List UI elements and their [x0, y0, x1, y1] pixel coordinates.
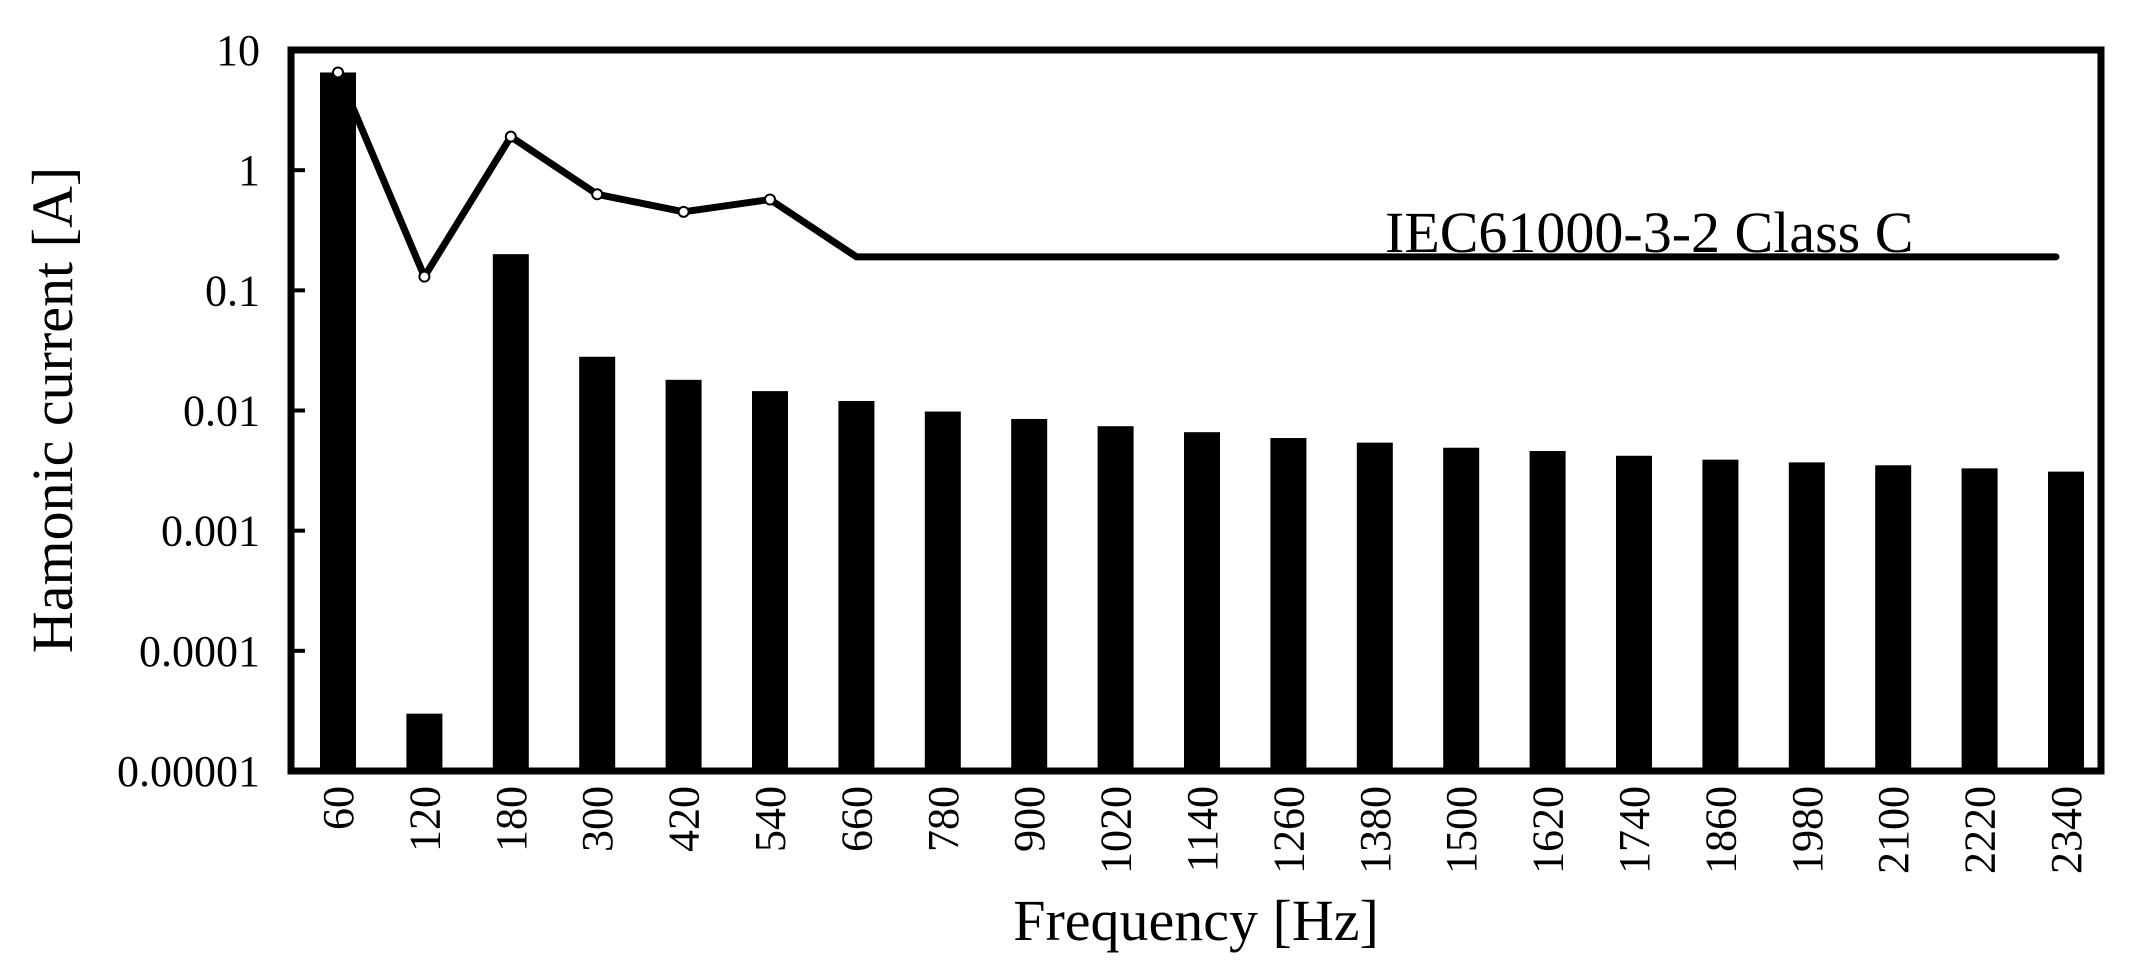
bar-660 — [838, 400, 875, 771]
bar-2100 — [1875, 465, 1912, 771]
bar-1740 — [1616, 455, 1652, 771]
y-axis: 10 1 0.1 0.01 0.001 0.0001 0.00001 — [117, 26, 305, 796]
limit-point-180 — [504, 130, 517, 143]
limit-line — [334, 68, 2060, 281]
x-tick-label: 1380 — [1351, 786, 1400, 874]
y-tick-label: 10 — [216, 26, 260, 75]
bar-180 — [492, 254, 529, 772]
bar-2220 — [1961, 468, 1998, 771]
x-tick-label: 180 — [487, 786, 536, 852]
y-tick-label: 0.001 — [161, 507, 260, 556]
bars-layer — [320, 72, 2084, 772]
y-tick-label: 0.01 — [183, 387, 260, 436]
bar-60 — [320, 72, 356, 772]
y-axis-title: Hamonic current [A] — [20, 167, 85, 653]
limit-point-300 — [591, 188, 604, 201]
bar-1860 — [1702, 459, 1739, 771]
x-tick-label: 660 — [832, 786, 881, 852]
x-tick-label: 60 — [314, 786, 363, 830]
bar-1980 — [1788, 462, 1825, 771]
limit-annotation: IEC61000-3-2 Class C — [1385, 200, 1913, 265]
y-tick-label: 1 — [238, 146, 260, 195]
limit-point-420 — [677, 205, 690, 218]
limit-point-540 — [764, 193, 776, 206]
x-tick-label: 2100 — [1869, 786, 1918, 874]
x-tick-label: 900 — [1005, 786, 1054, 852]
x-tick-label: 1740 — [1610, 786, 1659, 874]
bar-1500 — [1443, 447, 1480, 771]
bar-1380 — [1356, 442, 1393, 771]
x-tick-label: 120 — [400, 786, 449, 852]
limit-point-60 — [332, 66, 344, 79]
bar-420 — [665, 379, 702, 771]
x-tick-label: 1860 — [1696, 786, 1745, 874]
x-tick-label: 1620 — [1524, 786, 1573, 874]
x-tick-label: 2340 — [2042, 786, 2091, 874]
bar-1260 — [1270, 438, 1307, 771]
limit-line-layer — [332, 66, 2060, 283]
bar-540 — [752, 391, 788, 771]
bar-300 — [579, 356, 616, 771]
x-tick-label: 780 — [919, 786, 968, 852]
y-tick-label: 0.00001 — [117, 747, 260, 796]
x-tick-label: 1260 — [1264, 786, 1313, 874]
x-tick-label: 1500 — [1437, 786, 1486, 874]
bar-2340 — [2048, 471, 2084, 771]
x-tick-label: 420 — [660, 786, 709, 852]
bar-1140 — [1184, 432, 1220, 771]
bar-1020 — [1097, 426, 1134, 771]
x-tick-label: 2220 — [1956, 786, 2005, 874]
x-axis-title: Frequency [Hz] — [1013, 888, 1379, 953]
bar-1620 — [1529, 451, 1566, 771]
bar-900 — [1011, 418, 1048, 771]
x-tick-label: 1140 — [1178, 786, 1227, 872]
x-tick-label: 300 — [573, 786, 622, 852]
x-tick-label: 1980 — [1783, 786, 1832, 874]
limit-point-120 — [418, 270, 431, 283]
bar-780 — [924, 411, 961, 771]
x-axis: 60 120 180 300 420 540 660 780 900 1020 1140 1260 13… — [314, 759, 2091, 874]
x-tick-label: 540 — [746, 786, 795, 852]
y-tick-label: 0.1 — [205, 266, 260, 315]
x-tick-label: 1020 — [1092, 786, 1141, 874]
y-tick-label: 0.0001 — [139, 627, 260, 676]
